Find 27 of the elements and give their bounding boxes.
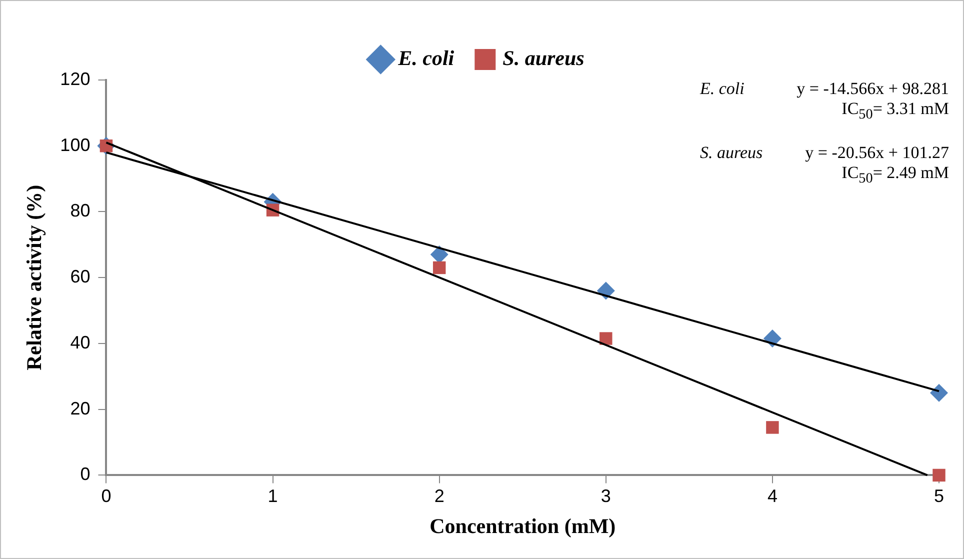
x-axis-title: Concentration (mM): [430, 514, 616, 538]
x-tick-label: 4: [767, 486, 778, 506]
annotation: E. coli: [700, 79, 746, 99]
x-tick-label: 5: [934, 486, 944, 506]
x-tick-label: 3: [600, 486, 611, 506]
y-tick-label: 0: [80, 464, 90, 484]
y-tick-label: 80: [70, 200, 90, 221]
y-tick-label: 20: [70, 398, 90, 418]
x-tick-label: 2: [434, 486, 444, 506]
y-tick-label: 120: [60, 68, 90, 89]
point: [766, 421, 779, 434]
point: [600, 332, 612, 345]
y-tick-label: 40: [70, 332, 90, 352]
annotation: y = -14.566x + 98.281: [796, 79, 949, 99]
y-axis-title: Relative activity (%): [22, 184, 46, 370]
y-tick-label: 60: [70, 266, 90, 287]
point: [930, 384, 948, 402]
annotation: y = -20.56x + 101.27: [804, 143, 949, 164]
legend-label: E. coli: [397, 46, 454, 70]
annotation: S. aureus: [700, 143, 763, 164]
x-tick-label: 0: [101, 486, 112, 506]
legend-label: S. aureus: [502, 46, 584, 70]
point: [432, 261, 446, 274]
annotation: IC$_{50}$= 3.31 mM: [840, 99, 949, 124]
x-tick-label: 1: [268, 486, 278, 506]
y-tick-label: 100: [60, 134, 90, 155]
annotation: IC$_{50}$= 2.49 mM: [840, 163, 949, 188]
